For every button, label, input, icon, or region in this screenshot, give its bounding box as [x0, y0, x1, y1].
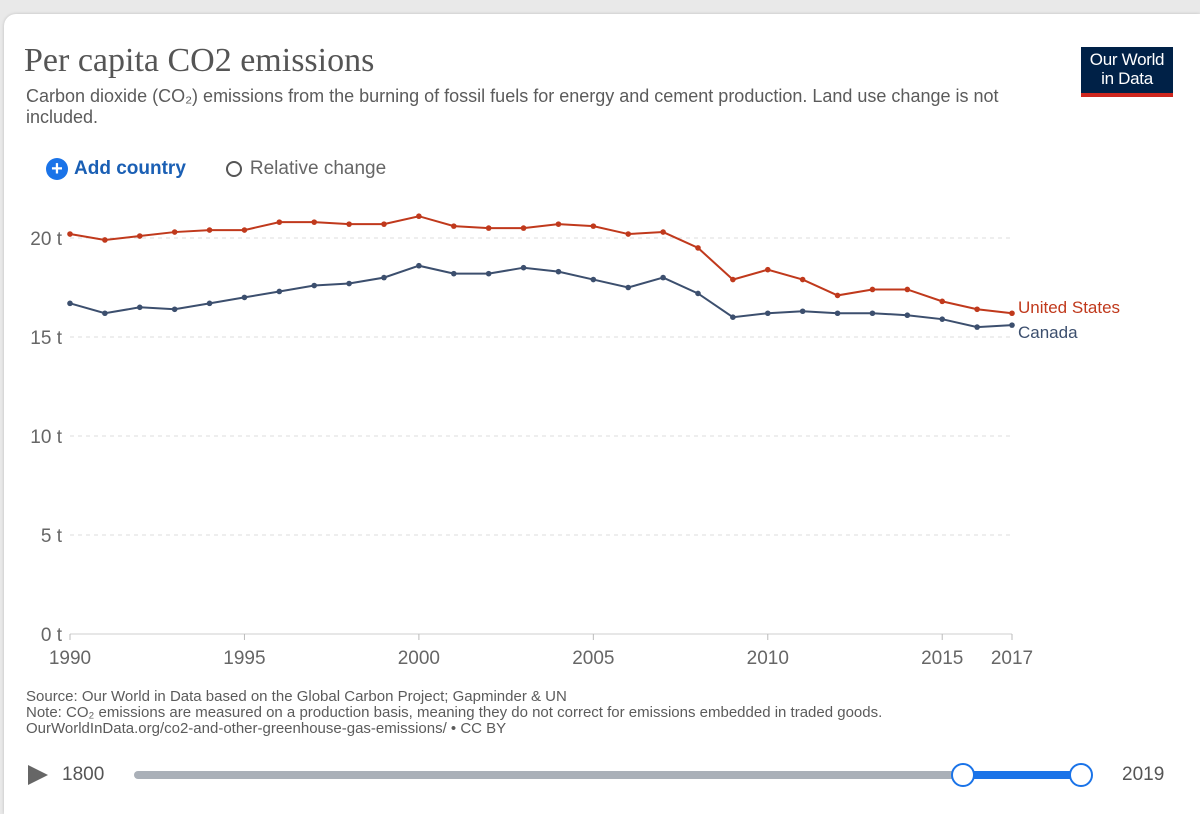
data-point-canada	[381, 274, 387, 281]
x-tick-label: 2010	[747, 648, 789, 669]
data-point-united-states	[904, 286, 911, 293]
logo-line-1: Our World	[1089, 50, 1165, 69]
series-label-united-states: United States	[1018, 298, 1120, 317]
data-point-united-states	[695, 245, 701, 251]
plus-icon: +	[46, 158, 68, 180]
timeline-selected-range	[963, 771, 1082, 779]
data-point-canada	[450, 270, 457, 277]
data-point-canada	[939, 316, 946, 322]
add-country-button[interactable]: + Add country	[46, 158, 186, 180]
note-text: Note: CO₂ emissions are measured on a pr…	[26, 704, 883, 721]
relative-change-toggle[interactable]: Relative change	[225, 158, 387, 180]
data-point-united-states	[799, 276, 806, 283]
data-point-united-states	[311, 219, 318, 225]
x-tick-label: 2017	[991, 648, 1033, 669]
data-point-canada	[241, 294, 248, 301]
data-point-canada	[311, 282, 318, 289]
y-tick-label: 20 t	[30, 229, 62, 250]
data-point-united-states	[520, 225, 527, 231]
data-point-canada	[764, 310, 771, 317]
timeline-start-label: 1800	[62, 764, 105, 785]
data-point-united-states	[450, 223, 457, 229]
data-point-united-states	[625, 231, 632, 237]
y-tick-label: 10 t	[30, 427, 62, 448]
data-point-canada	[590, 276, 597, 283]
data-point-united-states	[555, 221, 562, 227]
data-point-united-states	[346, 221, 352, 227]
data-point-united-states	[939, 298, 946, 305]
relative-change-label: Relative change	[249, 158, 387, 179]
series-label-canada: Canada	[1018, 323, 1078, 342]
data-point-united-states	[1009, 310, 1015, 317]
y-tick-label: 15 t	[30, 328, 62, 349]
data-point-united-states	[171, 229, 178, 235]
data-point-united-states	[834, 292, 841, 299]
data-point-canada	[695, 290, 701, 297]
data-point-canada	[730, 314, 736, 321]
data-point-canada	[904, 312, 911, 319]
y-tick-label: 5 t	[41, 526, 63, 547]
timeline: 1800 2019	[0, 755, 1200, 795]
data-point-united-states	[485, 225, 492, 231]
add-country-label: Add country	[74, 158, 186, 179]
data-point-canada	[102, 310, 108, 317]
timeline-track[interactable]	[134, 771, 1090, 779]
x-tick-label: 2015	[921, 648, 963, 669]
data-point-canada	[171, 306, 178, 313]
y-tick-label: 0 t	[41, 625, 63, 646]
data-point-united-states	[764, 266, 771, 273]
data-point-canada	[520, 264, 527, 271]
data-point-united-states	[67, 231, 73, 237]
chart-subtitle: Carbon dioxide (CO₂) emissions from the …	[26, 86, 999, 127]
data-point-canada	[416, 262, 422, 269]
data-point-canada	[834, 310, 841, 317]
owid-logo[interactable]: Our World in Data	[1081, 47, 1173, 97]
data-point-united-states	[590, 223, 597, 229]
radio-icon	[225, 161, 242, 177]
data-point-united-states	[974, 306, 980, 313]
data-point-canada	[869, 310, 876, 317]
timeline-end-handle[interactable]	[1069, 763, 1094, 787]
x-tick-label: 2000	[398, 648, 440, 669]
data-point-canada	[625, 284, 632, 291]
chart-card	[4, 14, 1200, 814]
data-point-canada	[555, 268, 562, 275]
series-line-united-states	[69, 215, 1013, 315]
series-line-canada	[69, 264, 1013, 329]
data-point-canada	[1009, 322, 1015, 328]
data-point-canada	[974, 324, 980, 330]
data-point-canada	[485, 270, 492, 277]
data-point-united-states	[241, 227, 248, 233]
data-point-canada	[206, 300, 213, 307]
data-point-canada	[660, 274, 666, 281]
data-point-united-states	[660, 229, 666, 235]
url-text[interactable]: OurWorldInData.org/co2-and-other-greenho…	[26, 720, 507, 737]
data-point-united-states	[869, 286, 876, 293]
data-point-united-states	[416, 213, 422, 220]
x-tick-label: 1990	[49, 648, 91, 669]
timeline-start-handle[interactable]	[951, 763, 976, 787]
data-point-canada	[67, 300, 73, 307]
data-point-united-states	[102, 237, 108, 243]
data-point-canada	[136, 304, 143, 311]
timeline-end-label: 2019	[1122, 764, 1165, 785]
chart-footer: Source: Our World in Data based on the G…	[26, 689, 882, 737]
data-point-canada	[276, 288, 283, 295]
data-point-united-states	[136, 233, 143, 239]
x-tick-label: 2005	[572, 648, 614, 669]
data-point-united-states	[276, 219, 283, 225]
data-point-canada	[346, 280, 352, 287]
x-tick-label: 1995	[223, 648, 265, 669]
chart-controls: + Add country Relative change	[46, 156, 386, 182]
data-point-canada	[799, 308, 806, 315]
logo-underline	[1081, 93, 1173, 97]
source-text: Source: Our World in Data based on the G…	[26, 688, 567, 705]
data-point-united-states	[730, 276, 736, 283]
play-icon[interactable]	[28, 765, 48, 785]
data-point-united-states	[206, 227, 213, 233]
logo-line-2: in Data	[1101, 69, 1153, 88]
chart-title: Per capita CO2 emissions	[24, 42, 375, 79]
data-point-united-states	[381, 221, 387, 227]
